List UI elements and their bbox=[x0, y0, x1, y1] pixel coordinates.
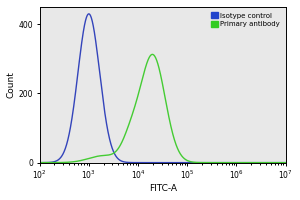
X-axis label: FITC-A: FITC-A bbox=[148, 184, 177, 193]
Y-axis label: Count: Count bbox=[7, 71, 16, 98]
Legend: Isotype control, Primary antibody: Isotype control, Primary antibody bbox=[209, 10, 282, 29]
